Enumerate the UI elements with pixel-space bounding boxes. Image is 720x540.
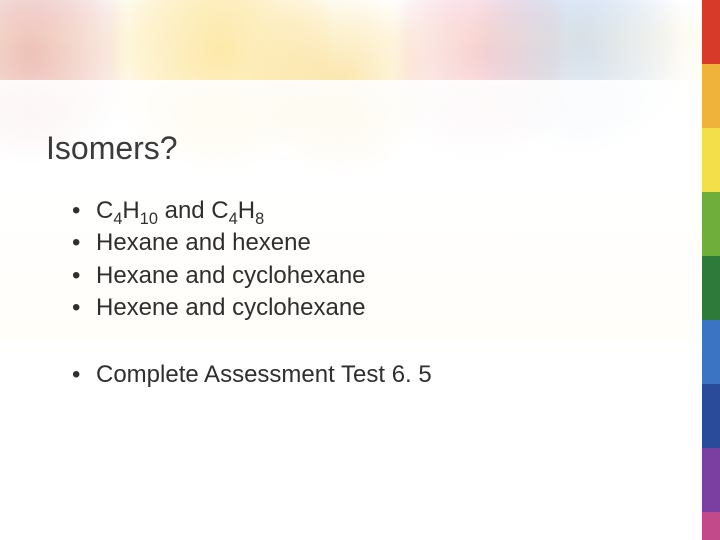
bullet-gap xyxy=(72,325,664,359)
slide-content: Isomers? C4H10 and C4H8Hexane and hexene… xyxy=(0,0,720,391)
strip-segment xyxy=(702,128,720,192)
strip-segment xyxy=(702,0,720,64)
strip-segment xyxy=(702,320,720,384)
slide-title: Isomers? xyxy=(46,130,664,167)
bullet-list: C4H10 and C4H8Hexane and hexeneHexane an… xyxy=(46,195,664,391)
right-color-strip xyxy=(702,0,720,540)
strip-segment xyxy=(702,448,720,512)
bullet-item: Hexene and cyclohexane xyxy=(72,292,664,324)
strip-segment xyxy=(702,192,720,256)
bullet-item: Complete Assessment Test 6. 5 xyxy=(72,359,664,391)
bullet-item: Hexane and cyclohexane xyxy=(72,260,664,292)
bullet-item: C4H10 and C4H8 xyxy=(72,195,664,227)
strip-segment xyxy=(702,384,720,448)
bullet-item: Hexane and hexene xyxy=(72,227,664,259)
strip-segment xyxy=(702,512,720,540)
strip-segment xyxy=(702,64,720,128)
strip-segment xyxy=(702,256,720,320)
